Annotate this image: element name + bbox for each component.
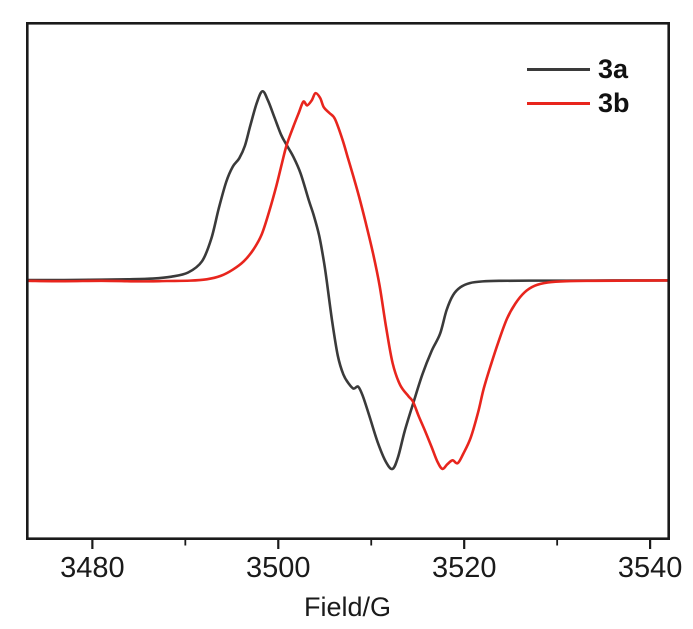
x-tick-label: 3520 <box>432 552 497 584</box>
legend-label-3b: 3b <box>598 88 630 118</box>
legend: 3a 3b <box>527 56 630 117</box>
legend-line-sample-3a <box>527 68 590 71</box>
x-tick-label: 3500 <box>246 552 311 584</box>
legend-item-3b: 3b <box>527 90 630 117</box>
x-axis-label: Field/G <box>303 592 392 622</box>
plot-frame <box>25 21 671 541</box>
series-curve-3b <box>26 91 670 471</box>
x-tick-label: 3540 <box>618 552 683 584</box>
series-curve-3a <box>26 89 670 471</box>
legend-line-sample-3b <box>527 102 590 105</box>
legend-item-3a: 3a <box>527 56 630 83</box>
x-tick-label: 3480 <box>60 552 125 584</box>
legend-label-3a: 3a <box>598 54 629 84</box>
